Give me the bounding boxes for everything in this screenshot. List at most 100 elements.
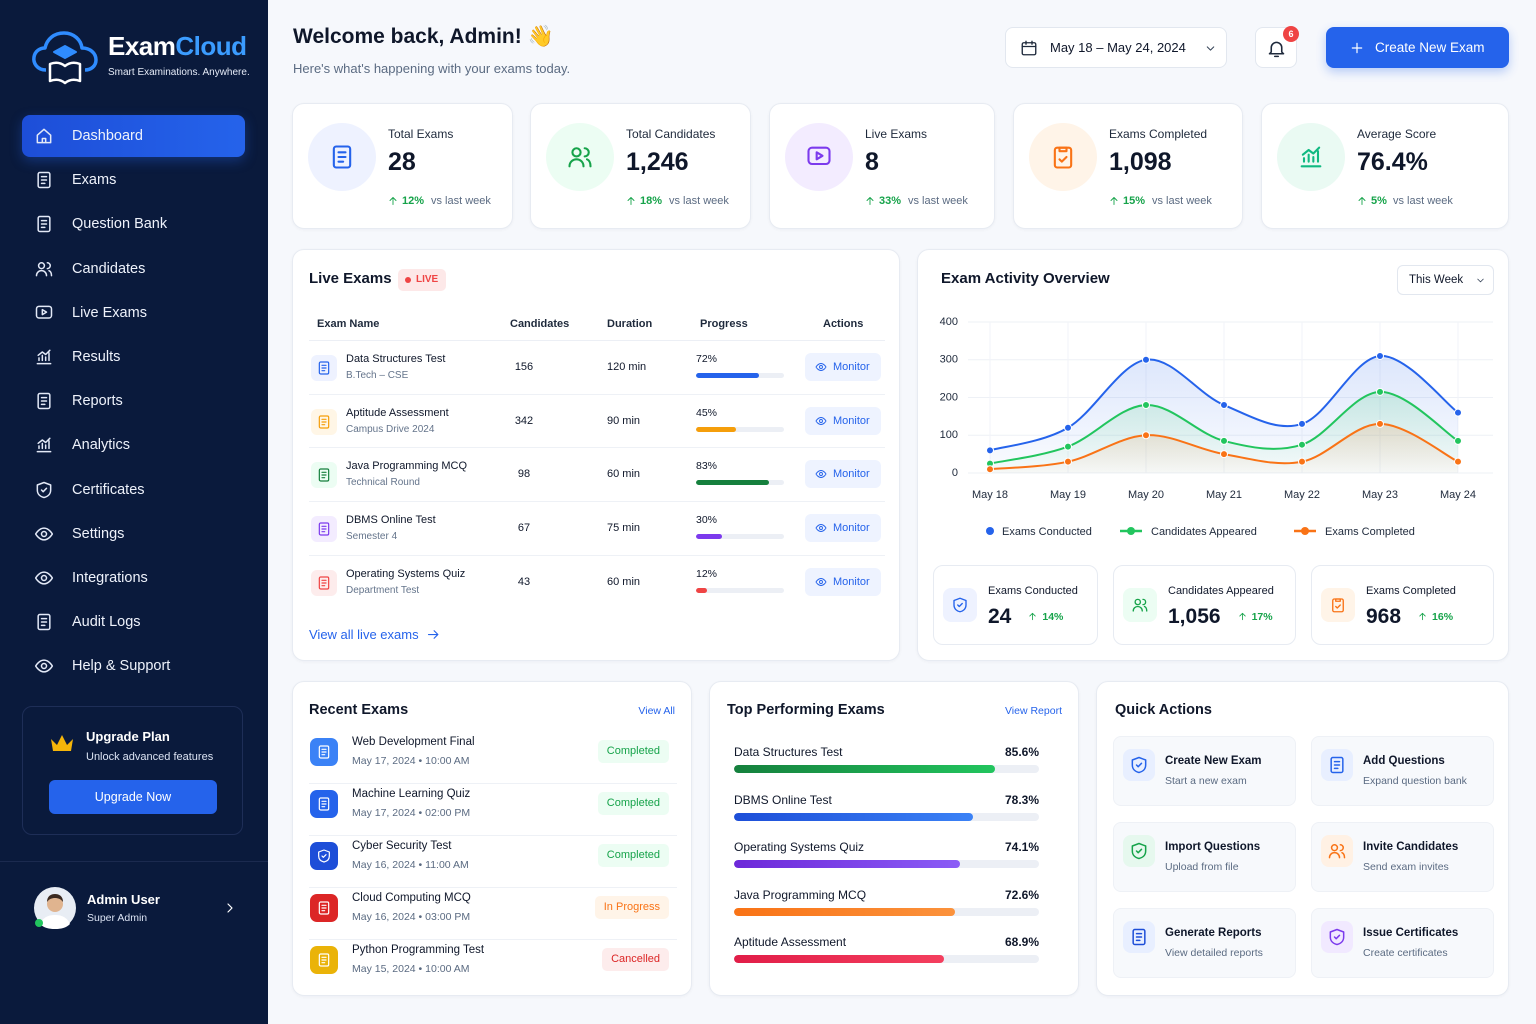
monitor-button[interactable]: Monitor [805,567,881,596]
monitor-button[interactable]: Monitor [805,353,881,381]
stat-change: 15% [1123,195,1146,207]
summary-change: 16% [1432,611,1454,623]
upgrade-button[interactable]: Upgrade Now [49,780,217,814]
nav-label: Exams [72,172,117,189]
monitor-button[interactable]: Monitor [805,460,881,489]
icon-shape [1134,598,1142,606]
score-track [734,907,1039,916]
icon-shape [337,151,347,163]
recent-exam-item: Machine Learning Quiz May 17, 2024 • 02:0… [309,784,677,836]
quick-action[interactable]: Generate Reports View detailed reports [1113,908,1296,978]
recent-exam-item: Cloud Computing MCQ May 16, 2024 • 03:00 … [309,888,677,940]
stat-card: Live Exams 8 33% vs last week [769,103,995,229]
series-point [1142,355,1150,364]
nav-item[interactable]: Live Exams [22,292,245,334]
exam-duration: 120 min [607,361,647,373]
nav-item[interactable]: Integrations [22,557,245,599]
stat-value: 1,098 [1109,148,1172,176]
icon [318,361,330,375]
status-badge: Completed [597,792,669,815]
icon [1332,598,1344,613]
chart-filter[interactable]: This Week [1397,265,1494,295]
quick-action[interactable]: Issue Certificates Create certificates [1311,908,1494,978]
icon-shape [1029,612,1037,621]
stat-value: 1,246 [626,148,689,176]
nav-item[interactable]: Results [22,336,245,378]
icon [37,216,51,233]
icon-shape [815,363,827,371]
avatar-head [47,896,63,912]
nav-item[interactable]: Exams [22,159,245,201]
notification-button[interactable] [1255,27,1297,68]
upgrade-title: Upgrade Plan [86,729,170,744]
nav-label: Analytics [72,437,131,454]
monitor-text: Monitor [833,468,870,481]
icon-shape [1135,932,1143,942]
date-range-picker[interactable]: May 18 – May 24, 2024 [1005,27,1227,68]
top-exam-value: 78.3% [1004,792,1039,807]
icon[interactable] [222,900,238,916]
status-badge: Cancelled [602,948,669,971]
icon-shape [1300,146,1322,168]
table-header: Progress [700,318,748,330]
page-subtitle: Here's what's happening with your exams … [293,61,571,76]
icon-shape [37,392,51,410]
icon-shape [866,197,874,205]
icon [37,392,51,410]
create-exam-button[interactable]: Create New Exam [1326,27,1509,68]
nav-item[interactable]: Help & Support [22,645,245,687]
stat-icon [785,123,853,191]
nav-item[interactable]: Dashboard [22,115,245,157]
nav-item[interactable]: Audit Logs [22,601,245,643]
icon-shape [1110,197,1118,205]
monitor-button[interactable]: Monitor [805,406,881,435]
icon [1132,928,1146,946]
icon-shape [819,526,823,531]
recent-exam-icon [310,946,338,974]
legend-label: Candidates Appeared [1151,526,1257,538]
nav-item[interactable]: Certificates [22,469,245,511]
summary-icon [1123,588,1157,622]
quick-action[interactable]: Add Questions Expand question bank [1311,736,1494,806]
recent-exam-meta: May 17, 2024 • 10:00 AM [352,755,470,767]
icon-shape [1419,612,1426,621]
nav-item[interactable]: Question Bank [22,203,245,245]
quick-action-title: Add Questions [1363,755,1445,767]
stat-change-text: vs last week [431,195,491,207]
page-title: Welcome back, Admin! 👋 [293,25,554,48]
icon-shape [1358,197,1366,205]
icon [815,470,827,479]
chart-title: Exam Activity Overview [941,270,1110,287]
icon-shape [389,197,397,205]
quick-action[interactable]: Invite Candidates Send exam invites [1311,822,1494,892]
recent-exam-meta: May 16, 2024 • 11:00 AM [352,859,469,871]
nav-item[interactable]: Candidates [22,248,245,290]
monitor-button[interactable]: Monitor [805,514,881,543]
icon-shape [1131,842,1147,860]
icon [35,305,53,319]
quick-action[interactable]: Import Questions Upload from file [1113,822,1296,892]
score-bar [734,860,960,868]
icon [318,797,330,811]
icon-shape [321,748,327,756]
quick-action[interactable]: Create New Exam Start a new exam [1113,736,1296,806]
icon-shape [40,574,48,582]
series-point [1220,401,1228,410]
icon-shape [1021,42,1037,56]
panel-link[interactable]: View Report [1004,705,1062,717]
icon-shape [40,663,48,670]
icon [1300,146,1322,168]
icon-shape [34,571,54,585]
icon [318,576,330,590]
exam-name: Operating Systems Quiz [346,567,466,580]
icon [807,146,831,166]
panel-link[interactable]: View All [638,705,675,717]
icon-shape [819,579,823,584]
nav-item[interactable]: Analytics [22,424,245,466]
icon [866,197,874,205]
summary-value: 968 [1366,605,1402,628]
view-all-link[interactable]: View all live exams [309,626,449,644]
nav-item[interactable]: Settings [22,513,245,555]
nav-item[interactable]: Reports [22,380,245,422]
exam-candidates: 98 [517,468,531,481]
